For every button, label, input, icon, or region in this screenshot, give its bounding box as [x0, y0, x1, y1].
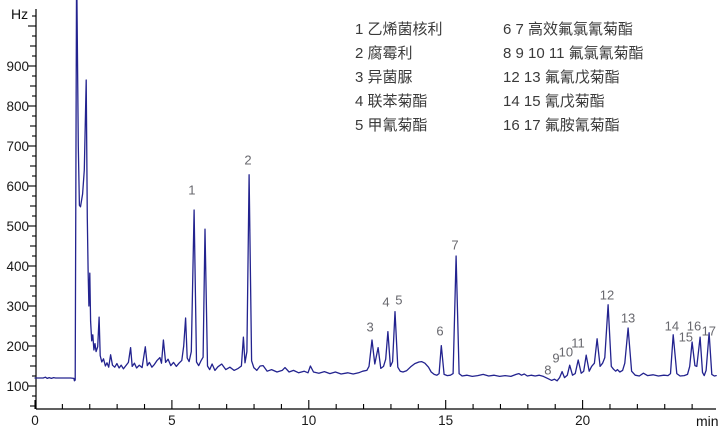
legend-entry: 4 联苯菊酯 — [355, 93, 428, 110]
x-tick-label: 10 — [301, 413, 316, 428]
peak-number-label-8: 8 — [544, 362, 552, 378]
peak-number-label-4: 4 — [382, 294, 390, 310]
legend-column-1: 1 乙烯菌核利 2 腐霉利 3 异菌脲 4 联苯菊酯 5 甲氰菊酯 — [355, 18, 503, 138]
y-tick-label: 100 — [6, 379, 29, 394]
y-tick-label: 500 — [6, 219, 29, 234]
x-tick-label: 20 — [575, 413, 590, 428]
peak-number-label-1: 1 — [188, 182, 196, 198]
y-tick-label: 200 — [6, 339, 29, 354]
legend-column-2: 6 7 高效氟氯氰菊酯 8 9 10 11 氟氯氰菊酯 12 13 氟氰戊菊酯 14 … — [503, 18, 644, 138]
peak-number-label-9: 9 — [552, 350, 560, 366]
peak-number-label-5: 5 — [395, 292, 403, 308]
trace-path — [34, 0, 717, 382]
legend-entry: 14 15 氰戊菊酯 — [503, 93, 605, 110]
peak-number-label-15: 15 — [678, 329, 694, 345]
peak-number-label-13: 13 — [620, 310, 636, 326]
legend-entry: 2 腐霉利 — [355, 45, 413, 62]
y-tick-label: 800 — [6, 99, 29, 114]
peak-number-label-17: 17 — [701, 323, 717, 339]
peak-number-label-3: 3 — [366, 319, 374, 335]
x-tick-label: 5 — [168, 413, 176, 428]
legend: 1 乙烯菌核利 2 腐霉利 3 异菌脲 4 联苯菊酯 5 甲氰菊酯 6 7 高效氟氯氰菊… — [355, 18, 644, 138]
y-tick-label: 600 — [6, 179, 29, 194]
peak-number-label-12: 12 — [599, 287, 615, 303]
y-tick-label: 900 — [6, 59, 29, 74]
legend-entry: 6 7 高效氟氯氰菊酯 — [503, 21, 634, 38]
peak-number-label-7: 7 — [451, 237, 459, 253]
x-tick-label: 15 — [438, 413, 453, 428]
y-tick-label: 400 — [6, 259, 29, 274]
legend-entry: 5 甲氰菊酯 — [355, 117, 428, 134]
legend-entry: 12 13 氟氰戊菊酯 — [503, 69, 620, 86]
x-tick-label: 0 — [31, 413, 39, 428]
x-axis-unit-label: min — [696, 413, 718, 429]
legend-entry: 3 异菌脲 — [355, 69, 413, 86]
peak-number-label-11: 11 — [571, 335, 585, 351]
legend-entry: 1 乙烯菌核利 — [355, 21, 443, 38]
peak-number-label-10: 10 — [558, 344, 574, 360]
legend-entry: 8 9 10 11 氟氯氰菊酯 — [503, 45, 644, 62]
peak-number-label-2: 2 — [244, 152, 252, 168]
legend-entry: 16 17 氟胺氰菊酯 — [503, 117, 620, 134]
peak-number-label-16: 16 — [686, 318, 702, 334]
peak-number-label-6: 6 — [436, 323, 444, 339]
peak-number-label-14: 14 — [664, 318, 680, 334]
y-axis-unit-label: Hz — [11, 6, 29, 22]
y-tick-label: 700 — [6, 139, 29, 154]
y-tick-label: 300 — [6, 299, 29, 314]
